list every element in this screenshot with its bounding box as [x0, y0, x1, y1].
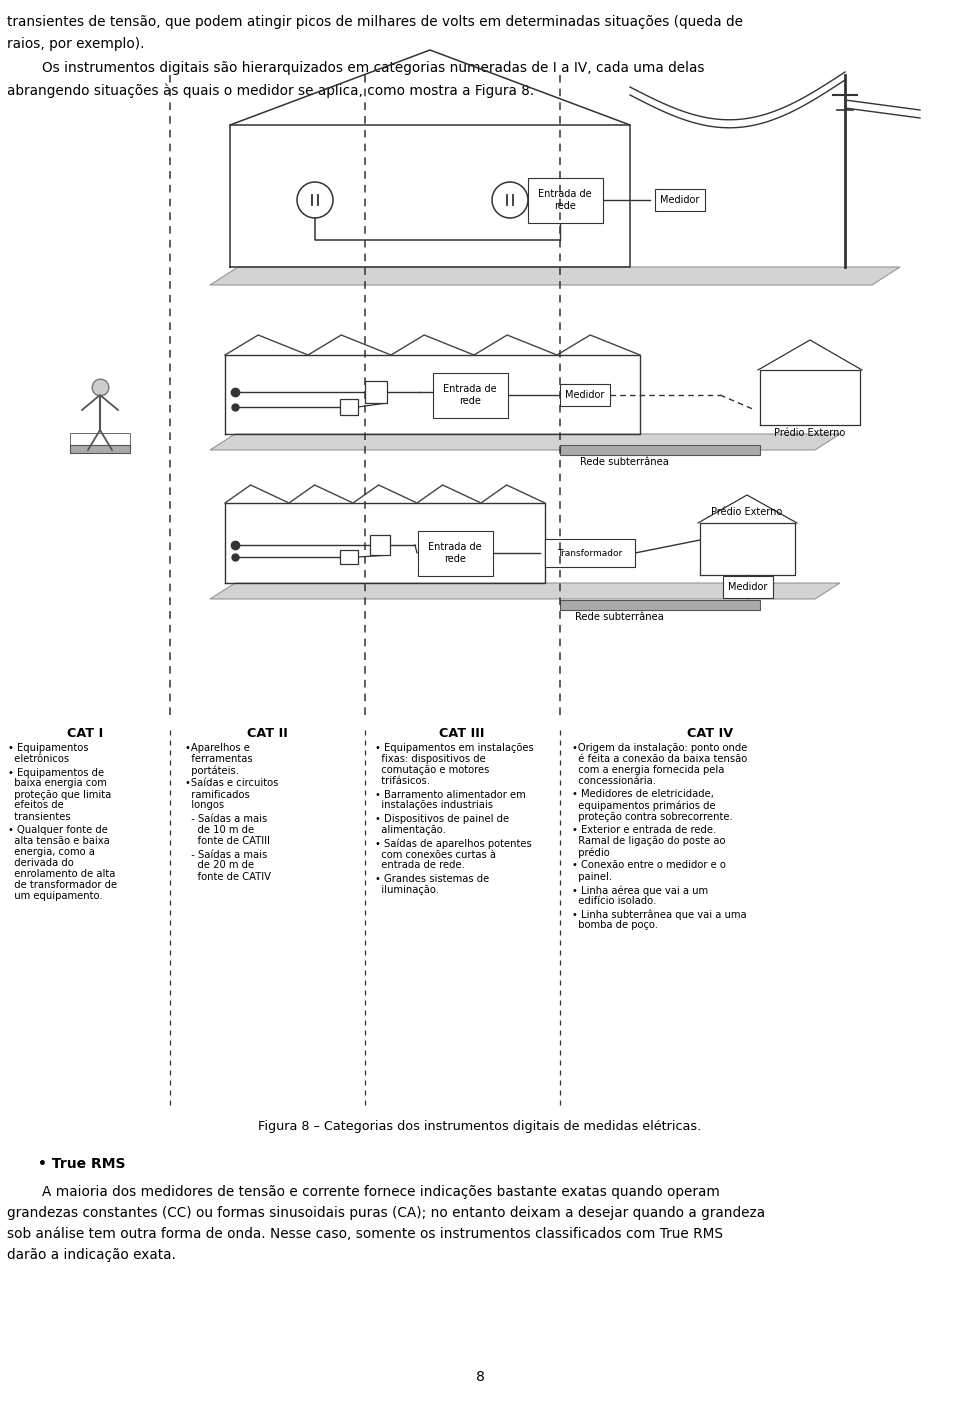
Text: - Saídas a mais: - Saídas a mais: [185, 849, 267, 859]
Bar: [418, 531, 492, 576]
Text: comutação e motores: comutação e motores: [375, 766, 490, 775]
Text: transientes: transientes: [8, 811, 71, 822]
Text: é feita a conexão da baixa tensão: é feita a conexão da baixa tensão: [572, 754, 747, 764]
Text: fixas: dispositivos de: fixas: dispositivos de: [375, 754, 486, 764]
Bar: [723, 576, 773, 599]
Bar: [527, 177, 603, 222]
Text: um equipamento.: um equipamento.: [8, 891, 103, 901]
Text: • Linha subterrânea que vai a uma: • Linha subterrânea que vai a uma: [572, 910, 747, 920]
Bar: [340, 399, 358, 415]
Text: Os instrumentos digitais são hierarquizados em categorias numeradas de I a IV, c: Os instrumentos digitais são hierarquiza…: [7, 61, 705, 75]
Text: CAT I: CAT I: [67, 727, 103, 740]
Bar: [433, 372, 508, 417]
Text: • Saídas de aparelhos potentes: • Saídas de aparelhos potentes: [375, 839, 532, 849]
Text: • Qualquer fonte de: • Qualquer fonte de: [8, 825, 108, 835]
Text: transientes de tensão, que podem atingir picos de milhares de volts em determina: transientes de tensão, que podem atingir…: [7, 16, 743, 28]
Text: •Aparelhos e: •Aparelhos e: [185, 743, 250, 753]
Text: entrada de rede.: entrada de rede.: [375, 860, 465, 870]
Text: • Exterior e entrada de rede.: • Exterior e entrada de rede.: [572, 825, 716, 835]
Text: •Origem da instalação: ponto onde: •Origem da instalação: ponto onde: [572, 743, 748, 753]
Bar: [70, 433, 130, 453]
Text: Entrada de
rede: Entrada de rede: [539, 190, 591, 211]
Text: Medidor: Medidor: [729, 582, 768, 591]
Text: Ramal de ligação do poste ao: Ramal de ligação do poste ao: [572, 836, 726, 846]
Text: efeitos de: efeitos de: [8, 801, 63, 811]
Text: raios, por exemplo).: raios, por exemplo).: [7, 37, 145, 51]
Bar: [655, 190, 705, 211]
Text: Entrada de
rede: Entrada de rede: [444, 385, 497, 406]
Polygon shape: [210, 434, 840, 450]
Text: alta tensão e baixa: alta tensão e baixa: [8, 836, 109, 846]
Polygon shape: [210, 267, 900, 284]
Text: Rede subterrânea: Rede subterrânea: [575, 613, 664, 623]
Text: CAT II: CAT II: [247, 727, 287, 740]
Bar: [560, 600, 760, 610]
Text: fonte de CATIV: fonte de CATIV: [185, 872, 271, 882]
Bar: [560, 444, 760, 456]
Text: com conexões curtas à: com conexões curtas à: [375, 849, 496, 859]
Text: abrangendo situações às quais o medidor se aplica, como mostra a Figura 8.: abrangendo situações às quais o medidor …: [7, 83, 535, 98]
Text: • Dispositivos de painel de: • Dispositivos de painel de: [375, 814, 509, 824]
Text: trifásicos.: trifásicos.: [375, 775, 430, 785]
Text: com a energia fornecida pela: com a energia fornecida pela: [572, 766, 725, 775]
Text: • Medidores de eletricidade,: • Medidores de eletricidade,: [572, 790, 714, 799]
Text: • Grandes sistemas de: • Grandes sistemas de: [375, 874, 490, 884]
Text: Rede subterrânea: Rede subterrânea: [580, 457, 669, 467]
Text: proteção que limita: proteção que limita: [8, 790, 111, 799]
Text: Entrada de
rede: Entrada de rede: [428, 542, 482, 563]
Text: ferramentas: ferramentas: [185, 754, 252, 764]
Text: sob análise tem outra forma de onda. Nesse caso, somente os instrumentos classif: sob análise tem outra forma de onda. Nes…: [7, 1227, 723, 1241]
Bar: [370, 535, 390, 555]
Text: CAT IV: CAT IV: [687, 727, 733, 740]
Text: • Linha aérea que vai a um: • Linha aérea que vai a um: [572, 884, 708, 896]
Text: • Equipamentos de: • Equipamentos de: [8, 767, 104, 777]
Bar: [560, 383, 610, 406]
Text: grandezas constantes (CC) ou formas sinusoidais puras (CA); no entanto deixam a : grandezas constantes (CC) ou formas sinu…: [7, 1206, 765, 1220]
Text: • Equipamentos em instalações: • Equipamentos em instalações: [375, 743, 534, 753]
Bar: [365, 381, 387, 403]
Text: proteção contra sobrecorrente.: proteção contra sobrecorrente.: [572, 811, 732, 822]
Text: prédio: prédio: [572, 848, 610, 857]
Text: iluminação.: iluminação.: [375, 884, 439, 896]
Text: painel.: painel.: [572, 872, 612, 882]
Text: • Barramento alimentador em: • Barramento alimentador em: [375, 790, 526, 799]
Text: alimentação.: alimentação.: [375, 825, 445, 835]
Text: edifício isolado.: edifício isolado.: [572, 896, 657, 906]
Text: baixa energia com: baixa energia com: [8, 778, 107, 788]
Bar: [70, 444, 130, 453]
Polygon shape: [210, 583, 840, 599]
Text: de 10 m de: de 10 m de: [185, 825, 254, 835]
Text: Medidor: Medidor: [660, 195, 700, 205]
Text: bomba de poço.: bomba de poço.: [572, 921, 658, 931]
Text: 8: 8: [475, 1370, 485, 1384]
Text: ramificados: ramificados: [185, 790, 250, 799]
Text: equipamentos primários de: equipamentos primários de: [572, 801, 715, 811]
Text: - Saídas a mais: - Saídas a mais: [185, 814, 267, 824]
Text: • True RMS: • True RMS: [38, 1157, 126, 1172]
Text: darão a indicação exata.: darão a indicação exata.: [7, 1248, 176, 1262]
Text: concessionária.: concessionária.: [572, 775, 656, 785]
Text: Transformador: Transformador: [558, 549, 623, 558]
Text: portáteis.: portáteis.: [185, 766, 239, 775]
Text: fonte de CATIII: fonte de CATIII: [185, 836, 270, 846]
Text: derivada do: derivada do: [8, 857, 74, 867]
Bar: [545, 539, 635, 567]
Text: • Equipamentos: • Equipamentos: [8, 743, 88, 753]
Text: •Saídas e circuitos: •Saídas e circuitos: [185, 778, 278, 788]
Text: energia, como a: energia, como a: [8, 848, 95, 857]
Bar: [340, 550, 358, 565]
Text: eletrônicos: eletrônicos: [8, 754, 69, 764]
Text: • Conexão entre o medidor e o: • Conexão entre o medidor e o: [572, 860, 726, 870]
Text: de 20 m de: de 20 m de: [185, 860, 254, 870]
Text: longos: longos: [185, 801, 224, 811]
Text: Figura 8 – Categorias dos instrumentos digitais de medidas elétricas.: Figura 8 – Categorias dos instrumentos d…: [258, 1121, 702, 1133]
Text: A maioria dos medidores de tensão e corrente fornece indicações bastante exatas : A maioria dos medidores de tensão e corr…: [7, 1184, 720, 1199]
Text: de transformador de: de transformador de: [8, 880, 117, 890]
Text: CAT III: CAT III: [440, 727, 485, 740]
Text: instalações industriais: instalações industriais: [375, 801, 493, 811]
Text: enrolamento de alta: enrolamento de alta: [8, 869, 115, 879]
Text: Prédio Externo: Prédio Externo: [775, 427, 846, 439]
Text: Prédio Externo: Prédio Externo: [711, 507, 782, 516]
Text: Medidor: Medidor: [565, 391, 605, 400]
